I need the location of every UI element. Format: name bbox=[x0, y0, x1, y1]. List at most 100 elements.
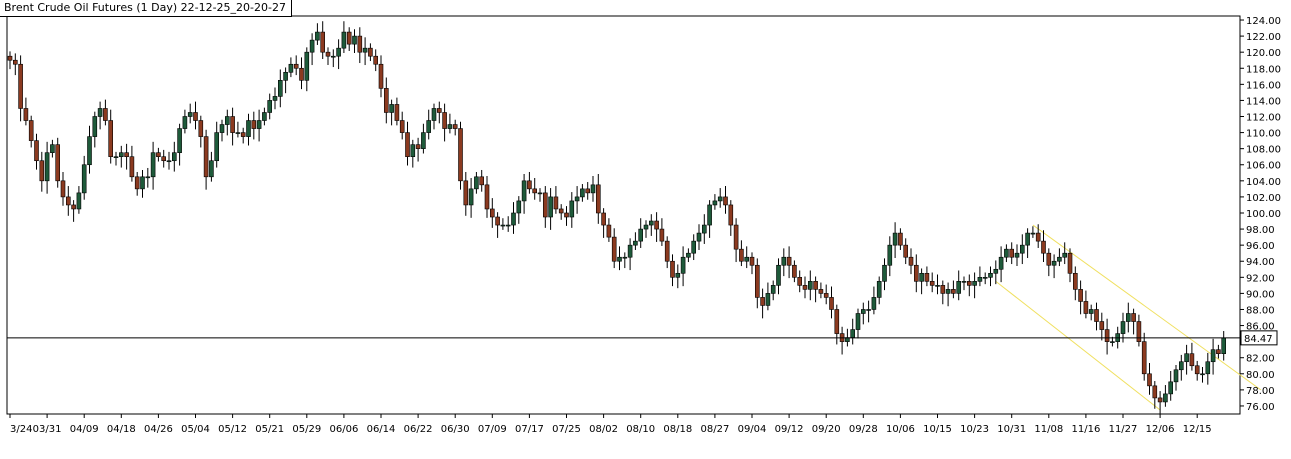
candle bbox=[648, 214, 654, 236]
candle-body bbox=[193, 112, 198, 121]
candle bbox=[1173, 364, 1179, 391]
x-tick-label: 07/25 bbox=[552, 424, 581, 435]
candle bbox=[150, 141, 156, 190]
candle-body bbox=[1009, 248, 1015, 258]
candle bbox=[887, 236, 893, 277]
candle-body bbox=[1104, 329, 1110, 342]
candle-body bbox=[1126, 313, 1131, 322]
candle bbox=[415, 137, 421, 162]
candle-body bbox=[590, 184, 596, 194]
candle bbox=[850, 318, 856, 345]
candle bbox=[1088, 304, 1094, 321]
candle-body bbox=[882, 264, 887, 282]
candle bbox=[251, 111, 257, 140]
candle-body bbox=[246, 120, 251, 137]
candle-body bbox=[182, 116, 188, 129]
candle bbox=[760, 288, 765, 319]
candle bbox=[50, 139, 55, 158]
candle bbox=[1200, 366, 1205, 383]
candle-body bbox=[1120, 321, 1126, 334]
candle-body bbox=[13, 59, 18, 65]
candle bbox=[558, 204, 564, 220]
x-tick-label: 03/31 bbox=[33, 424, 62, 435]
candle bbox=[1184, 344, 1189, 375]
candle bbox=[362, 37, 368, 66]
candle bbox=[866, 300, 871, 323]
x-tick-label: 05/04 bbox=[181, 424, 210, 435]
candle bbox=[230, 107, 235, 146]
candle-body bbox=[760, 297, 765, 306]
candle-body bbox=[357, 35, 363, 53]
candle-body bbox=[829, 297, 834, 310]
candle bbox=[1099, 312, 1105, 341]
candle-body bbox=[452, 124, 458, 129]
candle-body bbox=[712, 200, 718, 206]
candle bbox=[1035, 224, 1041, 248]
candle-body bbox=[505, 224, 511, 227]
candle bbox=[696, 224, 702, 250]
candle bbox=[108, 109, 113, 164]
x-tick-label: 12/15 bbox=[1183, 424, 1212, 435]
candle bbox=[421, 123, 426, 154]
candle bbox=[172, 141, 177, 172]
x-tick-label: 11/16 bbox=[1071, 424, 1100, 435]
last-price-box bbox=[1240, 330, 1278, 346]
candle bbox=[293, 55, 299, 76]
candle-body bbox=[595, 184, 601, 214]
candle-body bbox=[521, 180, 527, 202]
candle bbox=[1030, 226, 1036, 238]
candle bbox=[330, 49, 336, 68]
candle-body bbox=[1014, 252, 1020, 258]
candle bbox=[813, 276, 818, 303]
candle bbox=[797, 270, 803, 293]
candle-body bbox=[251, 120, 257, 129]
candle-body bbox=[569, 200, 575, 218]
y-tick-label: 108.00 bbox=[1246, 145, 1281, 156]
candle bbox=[1083, 290, 1089, 319]
x-tick-label: 11/08 bbox=[1034, 424, 1063, 435]
x-tick-label: 04/26 bbox=[144, 424, 173, 435]
x-tick-label: 08/10 bbox=[626, 424, 655, 435]
candle bbox=[595, 173, 601, 224]
candle bbox=[1004, 244, 1009, 263]
candle bbox=[542, 186, 548, 228]
candle-body bbox=[834, 309, 840, 334]
candle-body bbox=[527, 180, 532, 190]
candle-body bbox=[1041, 240, 1046, 254]
candle-body bbox=[262, 112, 267, 121]
candle bbox=[39, 151, 45, 192]
candle-body bbox=[1083, 301, 1089, 314]
candle-body bbox=[691, 240, 697, 254]
candle-body bbox=[723, 196, 728, 206]
candle bbox=[1131, 308, 1136, 335]
candle-body bbox=[1221, 337, 1226, 354]
candle-body bbox=[807, 281, 813, 290]
candle bbox=[516, 196, 522, 224]
candle bbox=[203, 129, 209, 190]
y-tick-label: 88.00 bbox=[1246, 305, 1275, 316]
candle-body bbox=[71, 204, 76, 210]
candle bbox=[961, 276, 967, 291]
y-tick-label: 110.00 bbox=[1246, 129, 1281, 140]
candle bbox=[399, 111, 405, 140]
candle bbox=[198, 115, 204, 148]
candle bbox=[505, 216, 511, 232]
candle-body bbox=[654, 220, 659, 230]
candle-body bbox=[1210, 349, 1216, 363]
candle-body bbox=[330, 55, 336, 58]
candle bbox=[315, 23, 320, 45]
candle-body bbox=[1035, 232, 1041, 242]
y-tick-label: 76.00 bbox=[1246, 402, 1275, 413]
candle-body bbox=[39, 160, 45, 182]
candle-body bbox=[627, 244, 633, 258]
candle-body bbox=[346, 31, 352, 45]
candle-body bbox=[553, 196, 559, 210]
candle-body bbox=[1205, 361, 1211, 375]
candle bbox=[627, 238, 633, 271]
candle-body bbox=[156, 152, 161, 158]
candle bbox=[484, 176, 490, 218]
candle bbox=[1205, 352, 1211, 385]
candle-body bbox=[887, 244, 893, 266]
candle-body bbox=[558, 208, 564, 214]
candle-body bbox=[1194, 365, 1200, 375]
